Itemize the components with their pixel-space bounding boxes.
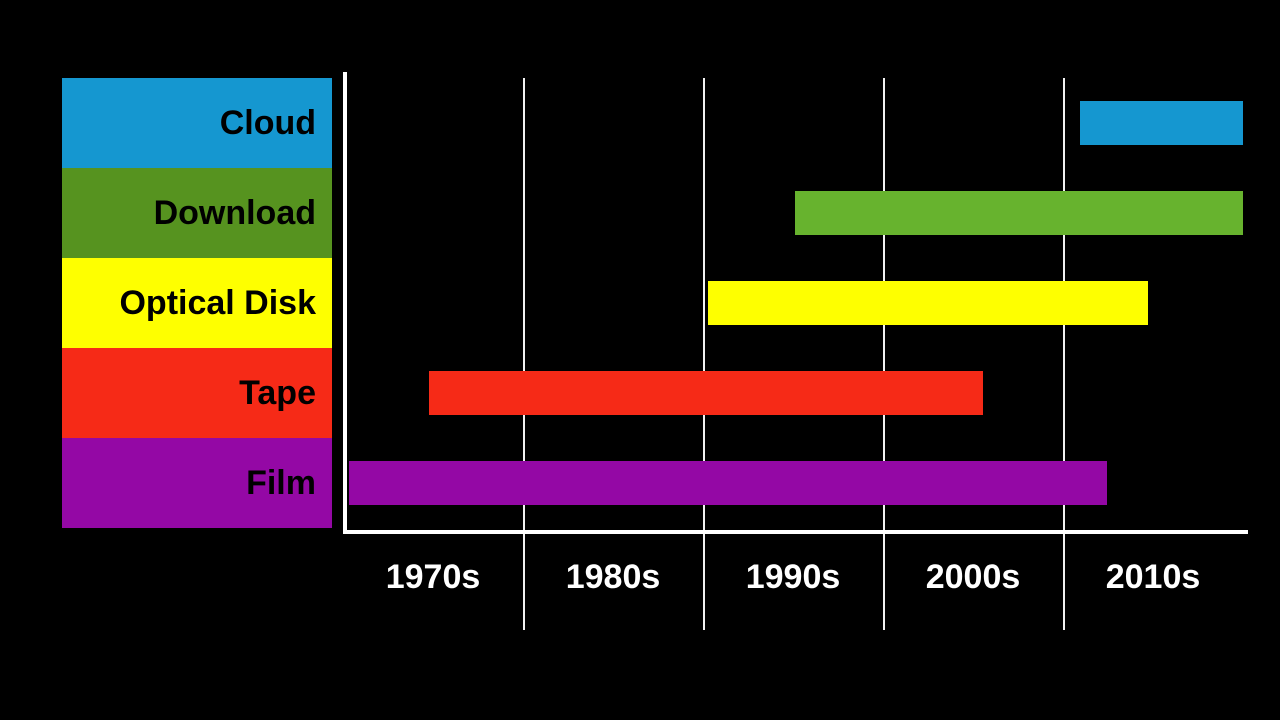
row-label-text: Optical Disk <box>119 284 316 323</box>
x-tick-1980s: 1980s <box>533 558 693 597</box>
row-label-film: Film <box>62 438 332 528</box>
row-label-cloud: Cloud <box>62 78 332 168</box>
bar-tape <box>429 371 983 415</box>
row-label-text: Download <box>154 194 316 233</box>
y-axis-line <box>343 72 347 532</box>
row-label-optical-disk: Optical Disk <box>62 258 332 348</box>
gridline-2000 <box>883 78 885 630</box>
x-tick-2000s: 2000s <box>893 558 1053 597</box>
x-tick-2010s: 2010s <box>1073 558 1233 597</box>
row-label-text: Film <box>246 464 316 503</box>
x-axis-baseline <box>343 530 1248 534</box>
bar-film <box>349 461 1107 505</box>
x-tick-label: 1980s <box>566 558 661 596</box>
gridline-1980 <box>523 78 525 630</box>
x-tick-label: 2010s <box>1106 558 1201 596</box>
x-tick-1970s: 1970s <box>353 558 513 597</box>
x-tick-label: 1990s <box>746 558 841 596</box>
x-tick-label: 2000s <box>926 558 1021 596</box>
timeline-chart: Cloud Download Optical Disk Tape Film 19… <box>0 0 1280 720</box>
bar-optical-disk <box>708 281 1148 325</box>
gridline-1990 <box>703 78 705 630</box>
row-label-text: Tape <box>239 374 316 413</box>
x-tick-1990s: 1990s <box>713 558 873 597</box>
gridline-2010 <box>1063 78 1065 630</box>
x-tick-label: 1970s <box>386 558 481 596</box>
row-label-download: Download <box>62 168 332 258</box>
row-label-text: Cloud <box>220 104 316 143</box>
bar-cloud <box>1080 101 1243 145</box>
bar-download <box>795 191 1243 235</box>
row-label-tape: Tape <box>62 348 332 438</box>
